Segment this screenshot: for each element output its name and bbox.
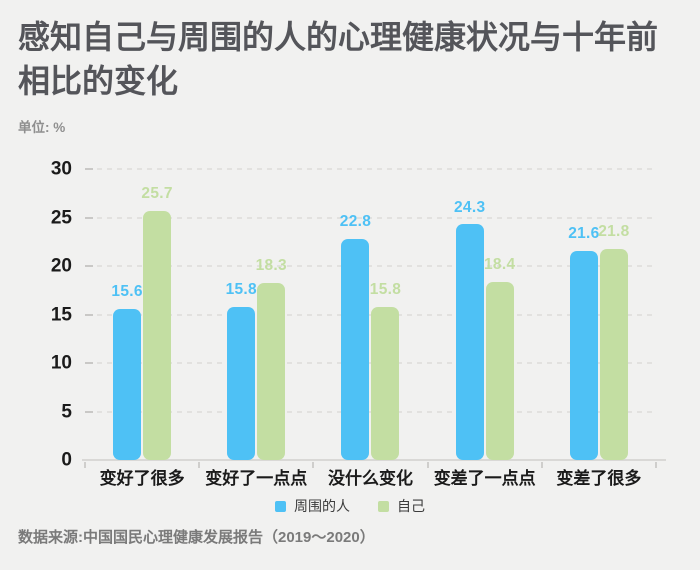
unit-label: 单位: % — [18, 120, 66, 136]
y-axis-label: 25 — [50, 207, 72, 229]
y-axis-label: 20 — [50, 255, 72, 277]
x-axis-tick — [540, 462, 543, 469]
y-axis-label: 10 — [50, 352, 72, 374]
x-axis-line — [82, 459, 666, 462]
legend: 周围的人 自己 — [0, 499, 700, 513]
bar: 18.3 — [256, 258, 287, 461]
x-axis-tick — [198, 462, 201, 469]
bar-group: 15.8 18.3 变好了一点点 — [199, 169, 313, 487]
bar: 24.3 — [454, 200, 485, 461]
legend-swatch — [378, 500, 389, 512]
category-label: 变好了很多 — [99, 469, 185, 489]
legend-item: 自己 — [378, 499, 425, 513]
legend-label: 自己 — [397, 498, 425, 515]
bar: 21.8 — [598, 224, 629, 461]
bar: 15.8 — [226, 282, 257, 461]
value-label: 15.8 — [225, 281, 257, 299]
bar-group: 22.8 15.8 没什么变化 — [313, 169, 427, 487]
y-axis-tick — [85, 410, 93, 413]
source-note: 数据来源:中国国民心理健康发展报告（2019～2020） — [18, 529, 375, 547]
y-axis-tick — [85, 168, 93, 171]
x-axis-tick — [655, 462, 657, 469]
bar: 15.6 — [111, 284, 142, 461]
value-label: 24.3 — [454, 198, 486, 216]
value-label: 21.8 — [598, 223, 630, 241]
bar: 22.8 — [340, 214, 371, 461]
gridline — [87, 216, 656, 219]
y-axis-tick — [85, 313, 93, 316]
y-axis-tick — [85, 216, 93, 219]
x-axis-tick — [426, 462, 429, 469]
category-label: 变差了很多 — [556, 469, 642, 489]
category-label: 没什么变化 — [327, 469, 413, 489]
y-axis-label: 30 — [50, 158, 72, 180]
y-axis-label: 15 — [50, 304, 72, 326]
value-label: 18.3 — [255, 257, 287, 275]
value-label: 18.4 — [484, 256, 516, 274]
plot-area: 0 5 10 15 20 25 30 15.6 25.7 变好了很多 15.8 18.3 变好了一点点 2… — [51, 160, 666, 487]
y-axis-tick — [85, 362, 93, 365]
bar-group: 24.3 18.4 变差了一点点 — [428, 169, 542, 487]
y-axis-label: 5 — [61, 401, 72, 423]
bar-group: 21.6 21.8 变差了很多 — [542, 169, 656, 487]
y-axis-label: 0 — [61, 449, 72, 471]
bar: 18.4 — [484, 257, 515, 461]
bar: 15.8 — [370, 282, 401, 461]
legend-item: 周围的人 — [275, 499, 350, 513]
legend-label: 周围的人 — [294, 498, 350, 515]
bar-group: 15.6 25.7 变好了很多 — [85, 169, 199, 487]
gridline — [87, 265, 656, 268]
category-label: 变好了一点点 — [205, 469, 308, 489]
value-label: 15.8 — [369, 281, 402, 299]
value-label: 15.6 — [111, 283, 143, 301]
gridline — [87, 168, 656, 171]
value-label: 25.7 — [141, 185, 173, 203]
category-label: 变差了一点点 — [433, 469, 536, 489]
y-axis-tick — [85, 265, 93, 268]
bar: 21.6 — [568, 226, 599, 461]
value-label: 21.6 — [568, 225, 600, 243]
x-axis-tick — [312, 462, 315, 469]
legend-swatch — [275, 500, 286, 512]
value-label: 22.8 — [339, 213, 372, 231]
page-title: 感知自己与周围的人的心理健康状况与十年前相比的变化 — [18, 19, 659, 99]
bar: 25.7 — [141, 186, 172, 461]
x-axis-tick — [84, 462, 86, 469]
